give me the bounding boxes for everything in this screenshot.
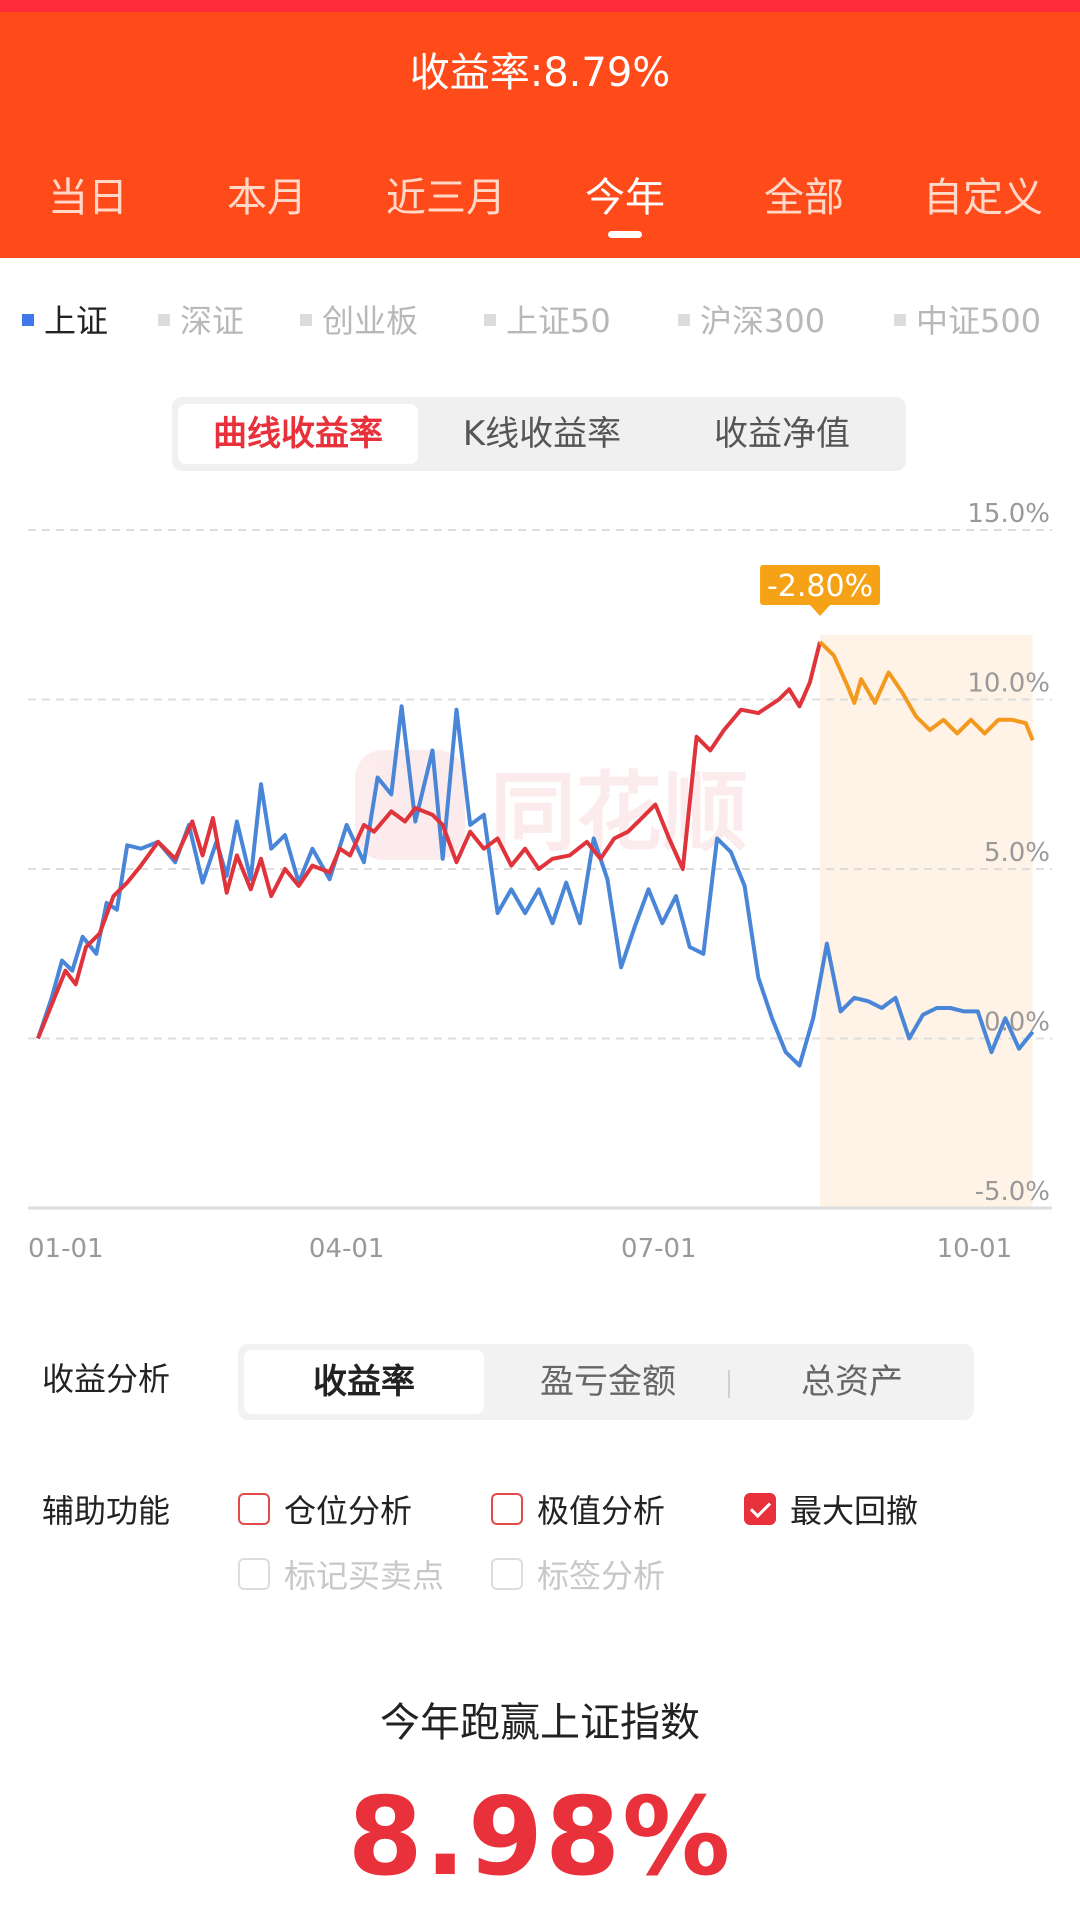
tab-return-rate[interactable]: 收益率 [244,1350,484,1414]
title-value: 8.79% [543,50,671,96]
watermark-text: 同花顺 [490,763,748,863]
tab-period-5[interactable]: 自定义 [893,165,1073,223]
analysis-segmented: 收益率 盈亏金额 总资产 [238,1344,974,1420]
x-tick-label: 10-01 [937,1234,1013,1264]
index-selector: 上证 深证 创业板 上证50 沪深300 中证500 [0,296,1080,346]
tab-label: 全部 [764,175,844,221]
checkbox-label: 最大回撤 [790,1492,919,1530]
y-tick-label: 0.0% [984,1008,1050,1038]
chart-type-segmented: 曲线收益率 K线收益率 收益净值 [172,397,906,471]
legend-square-icon [484,314,496,326]
aux-label: 辅助功能 [42,1492,171,1530]
tab-label: 当日 [48,175,128,221]
checkbox-checked-icon [744,1493,776,1525]
drawdown-tooltip: -2.80% [760,565,881,616]
period-tabs: 当日 本月 近三月 今年 全部 自定义 [0,165,1080,238]
return-chart[interactable]: 同花顺 15.0% 10.0% 5.0% 0.0% -5.0% 01-01 04-01 07… [0,490,1080,1280]
tab-total-assets[interactable]: 总资产 [801,1362,903,1402]
checkbox-tag-analysis[interactable]: 标签分析 [491,1551,665,1597]
checkbox-icon [491,1493,523,1525]
checkbox-icon [491,1558,523,1590]
legend-square-icon [158,314,170,326]
checkbox-label: 仓位分析 [284,1492,413,1530]
legend-square-icon [678,314,690,326]
segment-divider [728,1370,730,1398]
outperform-value: 8.98% [347,1775,733,1900]
y-tick-label: 10.0% [967,669,1050,699]
drawdown-label: -2.80% [767,569,873,604]
index-label: 创业板 [322,302,419,340]
checkbox-trade-points[interactable]: 标记买卖点 [238,1551,444,1597]
checkbox-icon [238,1558,270,1590]
tab-period-1[interactable]: 本月 [177,165,357,223]
tab-label: 自定义 [923,175,1043,221]
y-tick-label: 15.0% [967,499,1050,529]
index-option-shangzheng[interactable]: 上证 [22,296,108,342]
tab-label: 近三月 [386,175,506,221]
tab-curve-return[interactable]: 曲线收益率 [178,404,418,464]
index-label: 沪深300 [700,302,826,340]
header-bar: 收益率:8.79% 当日 本月 近三月 今年 全部 自定义 [0,0,1080,258]
checkbox-max-drawdown[interactable]: 最大回撤 [744,1486,918,1532]
summary-text: 今年跑赢上证指数 [380,1700,700,1746]
y-tick-label: 5.0% [984,838,1050,868]
checkbox-icon [238,1493,270,1525]
tab-indicator [608,231,642,238]
index-option-hs300[interactable]: 沪深300 [678,296,825,342]
index-label: 上证 [44,302,109,340]
index-label: 中证500 [916,302,1042,340]
checkbox-label: 标记买卖点 [284,1557,445,1595]
index-option-chuangyeban[interactable]: 创业板 [300,296,418,342]
legend-square-icon [22,314,34,326]
tab-period-4[interactable]: 全部 [714,165,894,223]
x-tick-label: 07-01 [621,1234,697,1264]
tab-net-value[interactable]: 收益净值 [714,414,850,454]
checkbox-label: 极值分析 [537,1492,666,1530]
tab-period-2[interactable]: 近三月 [356,165,536,223]
tab-period-3[interactable]: 今年 [535,165,715,238]
tab-period-0[interactable]: 当日 [0,165,178,223]
status-strip [0,0,1080,12]
analysis-label: 收益分析 [42,1360,171,1398]
y-tick-label: -5.0% [975,1177,1050,1207]
tab-kline-return[interactable]: K线收益率 [462,414,622,454]
index-option-zz500[interactable]: 中证500 [894,296,1041,342]
series-portfolio-line [36,641,822,1040]
checkbox-position-analysis[interactable]: 仓位分析 [238,1486,412,1532]
legend-square-icon [894,314,906,326]
title-prefix: 收益率: [409,50,544,96]
series-index-line [36,704,1035,1068]
watermark-logo: 同花顺 [355,750,748,863]
x-tick-label: 01-01 [28,1234,104,1264]
index-option-sz50[interactable]: 上证50 [484,296,611,342]
index-label: 上证50 [506,302,611,340]
index-option-shenzheng[interactable]: 深证 [158,296,244,342]
page-title: 收益率:8.79% [0,40,1080,98]
series-drawdown-line [818,640,1035,741]
tab-label: 本月 [227,175,307,221]
index-label: 深证 [180,302,245,340]
x-tick-label: 04-01 [309,1234,385,1264]
checkbox-label: 标签分析 [537,1557,666,1595]
tab-profit-amount[interactable]: 盈亏金额 [540,1362,676,1402]
legend-square-icon [300,314,312,326]
drawdown-region [820,635,1033,1208]
tab-label: 今年 [585,175,665,221]
checkbox-extreme-analysis[interactable]: 极值分析 [491,1486,665,1532]
